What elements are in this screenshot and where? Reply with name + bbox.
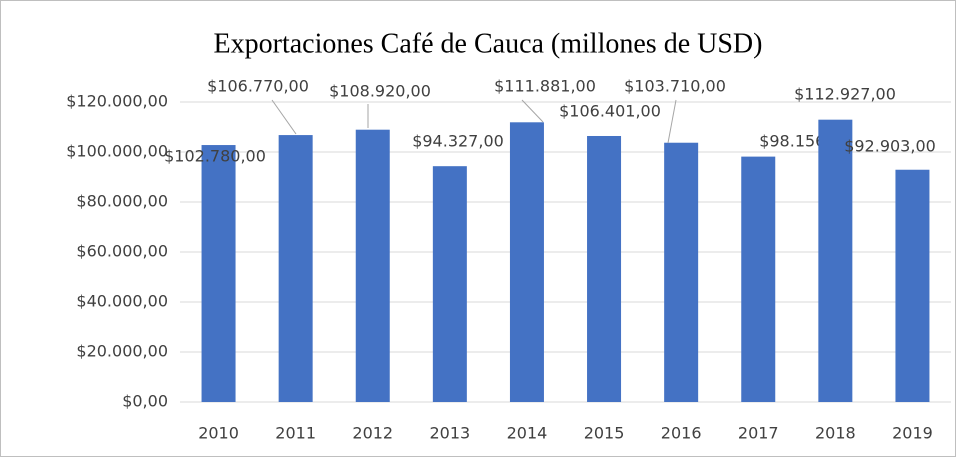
y-tick-label: $60.000,00 <box>76 242 168 261</box>
x-tick-label: 2014 <box>507 424 548 443</box>
x-tick-label: 2017 <box>738 424 779 443</box>
data-label: $102.780,00 <box>164 147 266 166</box>
data-label: $106.770,00 <box>207 77 309 96</box>
bar <box>587 135 622 402</box>
data-label: $111.881,00 <box>494 77 596 96</box>
bar <box>432 166 467 402</box>
data-label: $106.401,00 <box>559 102 661 121</box>
bar <box>509 122 544 403</box>
bar <box>355 129 390 402</box>
x-tick-label: 2011 <box>275 424 316 443</box>
leader-line <box>667 99 677 144</box>
bar <box>741 156 776 402</box>
y-tick-label: $40.000,00 <box>76 292 168 311</box>
x-tick-label: 2010 <box>198 424 239 443</box>
bar <box>818 119 853 403</box>
y-tick-label: $100.000,00 <box>66 142 168 161</box>
bar <box>278 135 313 402</box>
x-tick-label: 2015 <box>584 424 625 443</box>
y-tick-label: $0,00 <box>122 392 168 411</box>
data-label: $103.710,00 <box>624 77 726 96</box>
y-tick-label: $120.000,00 <box>66 92 168 111</box>
y-tick-label: $80.000,00 <box>76 192 168 211</box>
x-tick-label: 2013 <box>429 424 470 443</box>
data-label: $112.927,00 <box>794 85 896 104</box>
bar <box>201 145 236 403</box>
data-label: $108.920,00 <box>329 82 431 101</box>
data-label: $92.903,00 <box>844 137 936 156</box>
data-label: $94.327,00 <box>412 132 504 151</box>
bar <box>664 142 699 402</box>
x-tick-label: 2019 <box>892 424 933 443</box>
x-tick-label: 2016 <box>661 424 702 443</box>
x-tick-label: 2018 <box>815 424 856 443</box>
x-tick-label: 2012 <box>352 424 393 443</box>
bar <box>895 169 930 402</box>
chart-title: Exportaciones Café de Cauca (millones de… <box>214 28 763 59</box>
leader-line <box>521 99 544 123</box>
leader-line <box>271 99 297 135</box>
y-tick-label: $20.000,00 <box>76 342 168 361</box>
